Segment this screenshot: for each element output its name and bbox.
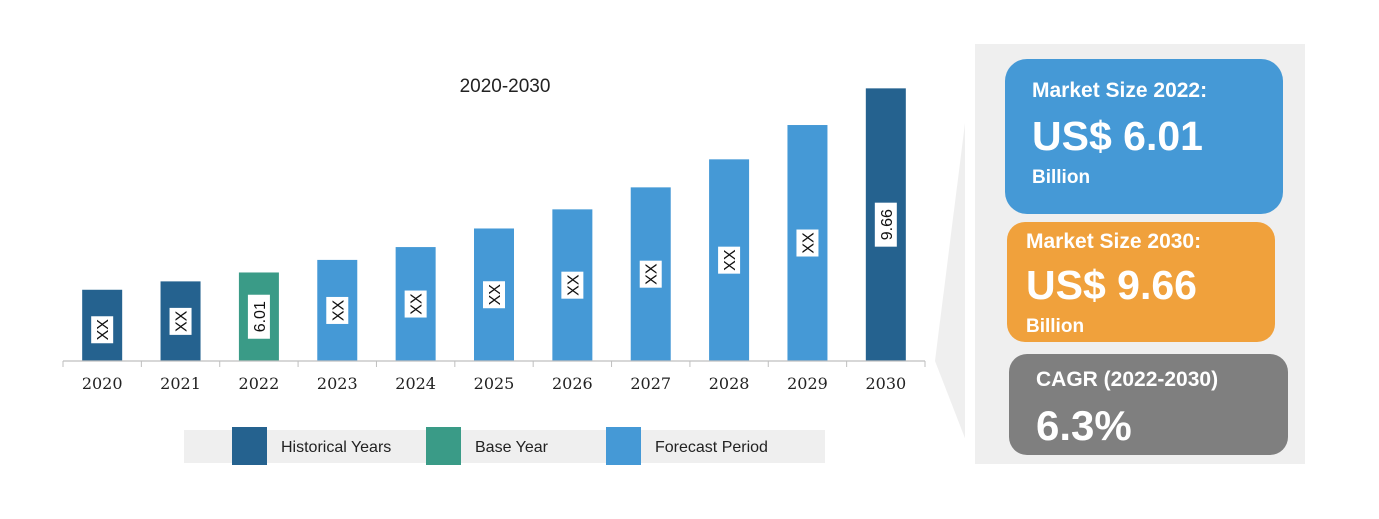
- bar-label-2026: XX: [561, 271, 584, 299]
- market-size-2030-value: US$ 9.66: [1026, 262, 1197, 308]
- market-size-2030-card: Market Size 2030: US$ 9.66 Billion: [1007, 222, 1275, 342]
- callout-connector: [935, 123, 965, 439]
- bar-label-text: XX: [644, 263, 661, 285]
- bar-label-box: [404, 290, 427, 318]
- x-tick-label-2022: 2022: [239, 374, 280, 393]
- bar-label-2030: 9.66: [874, 202, 897, 247]
- x-tick-label-2024: 2024: [395, 374, 436, 393]
- x-tick-label-2030: 2030: [865, 374, 906, 393]
- market-size-2022-value: US$ 6.01: [1032, 113, 1203, 159]
- bar-label-2023: XX: [326, 296, 349, 324]
- x-tick-label-2023: 2023: [317, 374, 358, 393]
- bar-label-box: [796, 229, 819, 257]
- cagr-value: 6.3%: [1036, 402, 1132, 449]
- bar-label-box: [874, 202, 897, 247]
- market-size-2030-label: Market Size 2030:: [1026, 230, 1202, 253]
- bar-label-2027: XX: [639, 260, 662, 288]
- bar-label-box: [91, 316, 114, 344]
- x-tick-label-2028: 2028: [709, 374, 750, 393]
- bar-label-2029: XX: [796, 229, 819, 257]
- bar-label-box: [169, 307, 192, 335]
- x-tick-label-2021: 2021: [160, 374, 201, 393]
- market-size-2022-unit: Billion: [1032, 167, 1091, 188]
- bar-label-2020: XX: [91, 316, 114, 344]
- bar-label-2028: XX: [718, 246, 741, 274]
- bar-label-box: [483, 281, 505, 309]
- bar-label-2021: XX: [169, 307, 192, 335]
- bar-label-text: XX: [409, 293, 426, 315]
- legend-label-forecast: Forecast Period: [655, 439, 768, 456]
- bar-label-text: 9.66: [879, 209, 896, 240]
- bars-layer: XX XX 6.01 XX XX XX XX XX XX XX 9.66: [82, 88, 906, 362]
- legend: Historical Years Base Year Forecast Period: [184, 427, 825, 465]
- bar-label-box: [561, 271, 584, 299]
- bar-label-text: XX: [800, 232, 817, 254]
- bar-label-text: XX: [565, 274, 582, 296]
- bar-label-text: XX: [330, 299, 347, 321]
- market-size-2022-label: Market Size 2022:: [1032, 79, 1208, 102]
- legend-background: [184, 430, 825, 463]
- cagr-label: CAGR (2022-2030): [1036, 368, 1219, 391]
- legend-swatch-historical: [232, 427, 267, 465]
- x-ticks: 2020 2021 2022 2023 2024 2025 2026 2027 2028 2029…: [62, 361, 926, 393]
- legend-label-historical: Historical Years: [281, 439, 391, 456]
- bar-label-text: XX: [722, 249, 739, 271]
- bar-label-text: 6.01: [252, 301, 269, 332]
- bar-label-2022: 6.01: [247, 294, 270, 339]
- bar-chart: 2020-2030 XX XX 6.01 XX XX XX XX XX XX XX 9.66 202…: [62, 76, 965, 465]
- bar-label-text: XX: [487, 284, 504, 306]
- bar-label-2025: XX: [483, 281, 505, 309]
- market-size-2022-card: Market Size 2022: US$ 6.01 Billion: [1005, 59, 1283, 214]
- bar-label-text: XX: [95, 319, 112, 341]
- legend-swatch-base: [426, 427, 461, 465]
- bar-label-box: [718, 246, 741, 274]
- legend-swatch-forecast: [606, 427, 641, 465]
- legend-label-base: Base Year: [475, 439, 549, 456]
- x-tick-label-2020: 2020: [82, 374, 123, 393]
- x-tick-label-2026: 2026: [552, 374, 593, 393]
- bar-label-box: [247, 294, 270, 339]
- cagr-card: CAGR (2022-2030) 6.3%: [1009, 354, 1288, 455]
- bar-label-text: XX: [174, 310, 191, 332]
- market-size-2030-unit: Billion: [1026, 316, 1085, 337]
- x-tick-label-2025: 2025: [474, 374, 515, 393]
- bar-label-box: [326, 296, 349, 324]
- x-tick-label-2027: 2027: [630, 374, 671, 393]
- bar-label-2024: XX: [404, 290, 427, 318]
- x-tick-label-2029: 2029: [787, 374, 828, 393]
- bar-label-box: [639, 260, 662, 288]
- chart-title: 2020-2030: [460, 76, 551, 97]
